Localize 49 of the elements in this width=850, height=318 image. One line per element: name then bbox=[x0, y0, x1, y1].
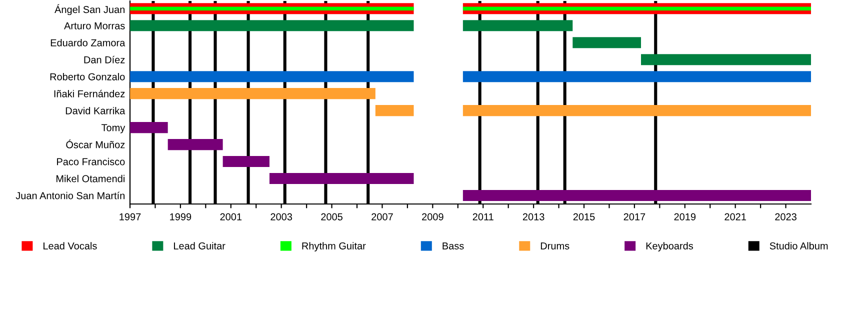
y-tick-label: David Karrika bbox=[66, 106, 126, 114]
x-tick-label: 2005 bbox=[321, 213, 342, 220]
y-tick-label: Ángel San Juan bbox=[54, 4, 124, 16]
x-tick-label: 2011 bbox=[472, 213, 494, 220]
x-tick-label: 2015 bbox=[573, 213, 595, 220]
bar bbox=[130, 20, 414, 32]
bar bbox=[572, 37, 641, 48]
legend-label: Keyboards bbox=[646, 242, 694, 252]
y-tick-label: Dan Díez bbox=[84, 56, 125, 64]
x-tick-label: 2007 bbox=[372, 213, 393, 220]
bar bbox=[130, 6, 414, 11]
x-tick-label: 2013 bbox=[522, 213, 544, 220]
x-tick-label: 2023 bbox=[775, 213, 796, 220]
y-tick-label: Óscar Muñoz bbox=[66, 139, 125, 148]
y-tick-label: Eduardo Zamora bbox=[50, 38, 126, 46]
bar bbox=[462, 6, 811, 11]
bar bbox=[222, 156, 270, 168]
y-tick-label: Tomy bbox=[101, 124, 126, 134]
x-tick-label: 1997 bbox=[120, 213, 141, 220]
x-tick-label: 2009 bbox=[422, 213, 444, 220]
x-tick-label: 1999 bbox=[170, 213, 192, 220]
y-tick-label: Iñaki Fernández bbox=[54, 90, 125, 98]
bar bbox=[462, 105, 811, 116]
x-tick-label: 2021 bbox=[724, 213, 746, 220]
x-tick-label: 2001 bbox=[220, 213, 242, 220]
bar bbox=[168, 139, 223, 150]
legend-label: Studio Album bbox=[770, 242, 828, 250]
x-tick-label: 2017 bbox=[624, 213, 646, 220]
bar bbox=[462, 20, 573, 32]
bar bbox=[462, 190, 811, 202]
bar bbox=[130, 122, 168, 134]
y-tick-label: Arturo Morras bbox=[64, 22, 125, 30]
y-tick-label: Paco Francisco bbox=[57, 158, 125, 166]
bar bbox=[462, 71, 811, 82]
legend-label: Drums bbox=[540, 242, 570, 250]
y-tick-label: Juan Antonio San Martín bbox=[16, 192, 124, 200]
legend-label: Rhythm Guitar bbox=[302, 242, 366, 252]
bar bbox=[641, 54, 811, 66]
bar bbox=[375, 105, 414, 116]
bar bbox=[130, 88, 376, 100]
x-tick-label: 2019 bbox=[674, 213, 696, 220]
legend-label: Bass bbox=[442, 242, 464, 250]
x-tick-label: 2003 bbox=[270, 213, 292, 220]
y-tick-label: Mikel Otamendi bbox=[56, 174, 124, 182]
legend-label: Lead Guitar bbox=[174, 242, 226, 250]
legend-label: Lead Vocals bbox=[44, 242, 97, 250]
bar bbox=[130, 71, 414, 82]
y-tick-label: Roberto Gonzalo bbox=[50, 72, 125, 80]
bar bbox=[269, 173, 414, 184]
